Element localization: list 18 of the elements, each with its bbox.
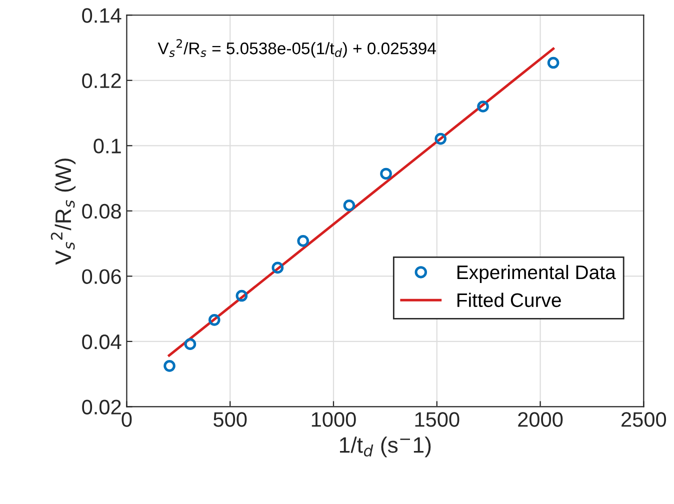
y-tick-label: 0.14 — [82, 8, 122, 23]
x-tick-label: 1500 — [415, 412, 460, 427]
x-tick-label: 500 — [214, 412, 247, 427]
x-tick-label: 2500 — [622, 412, 666, 427]
legend-label: Fitted Curve — [457, 292, 561, 308]
y-tick-label: 0.1 — [94, 138, 121, 154]
x-tick-label: 0 — [122, 412, 132, 427]
y-tick-label: 0.08 — [82, 204, 121, 219]
x-tick-label: 2000 — [518, 412, 563, 427]
y-tick-label: 0.02 — [82, 400, 121, 414]
x-axis-title: 1/t$_{d}$ (s$^{−}$1) — [340, 436, 431, 458]
annotation: V$_{s}$$^{2}$/R$_{s}$ = 5.0538e-05(1/t$_{d}$) + 0.025394 — [158, 39, 436, 58]
y-tick-label: 0.06 — [82, 269, 121, 284]
x-tick-label: 1000 — [312, 412, 356, 427]
y-axis-title: V$_{s}$$^{2}$/R$_{s}$ (W) — [50, 158, 76, 265]
legend-label: Experimental Data — [457, 264, 616, 284]
y-tick-label: 0.12 — [82, 73, 121, 88]
y-tick-label: 0.04 — [82, 334, 122, 350]
